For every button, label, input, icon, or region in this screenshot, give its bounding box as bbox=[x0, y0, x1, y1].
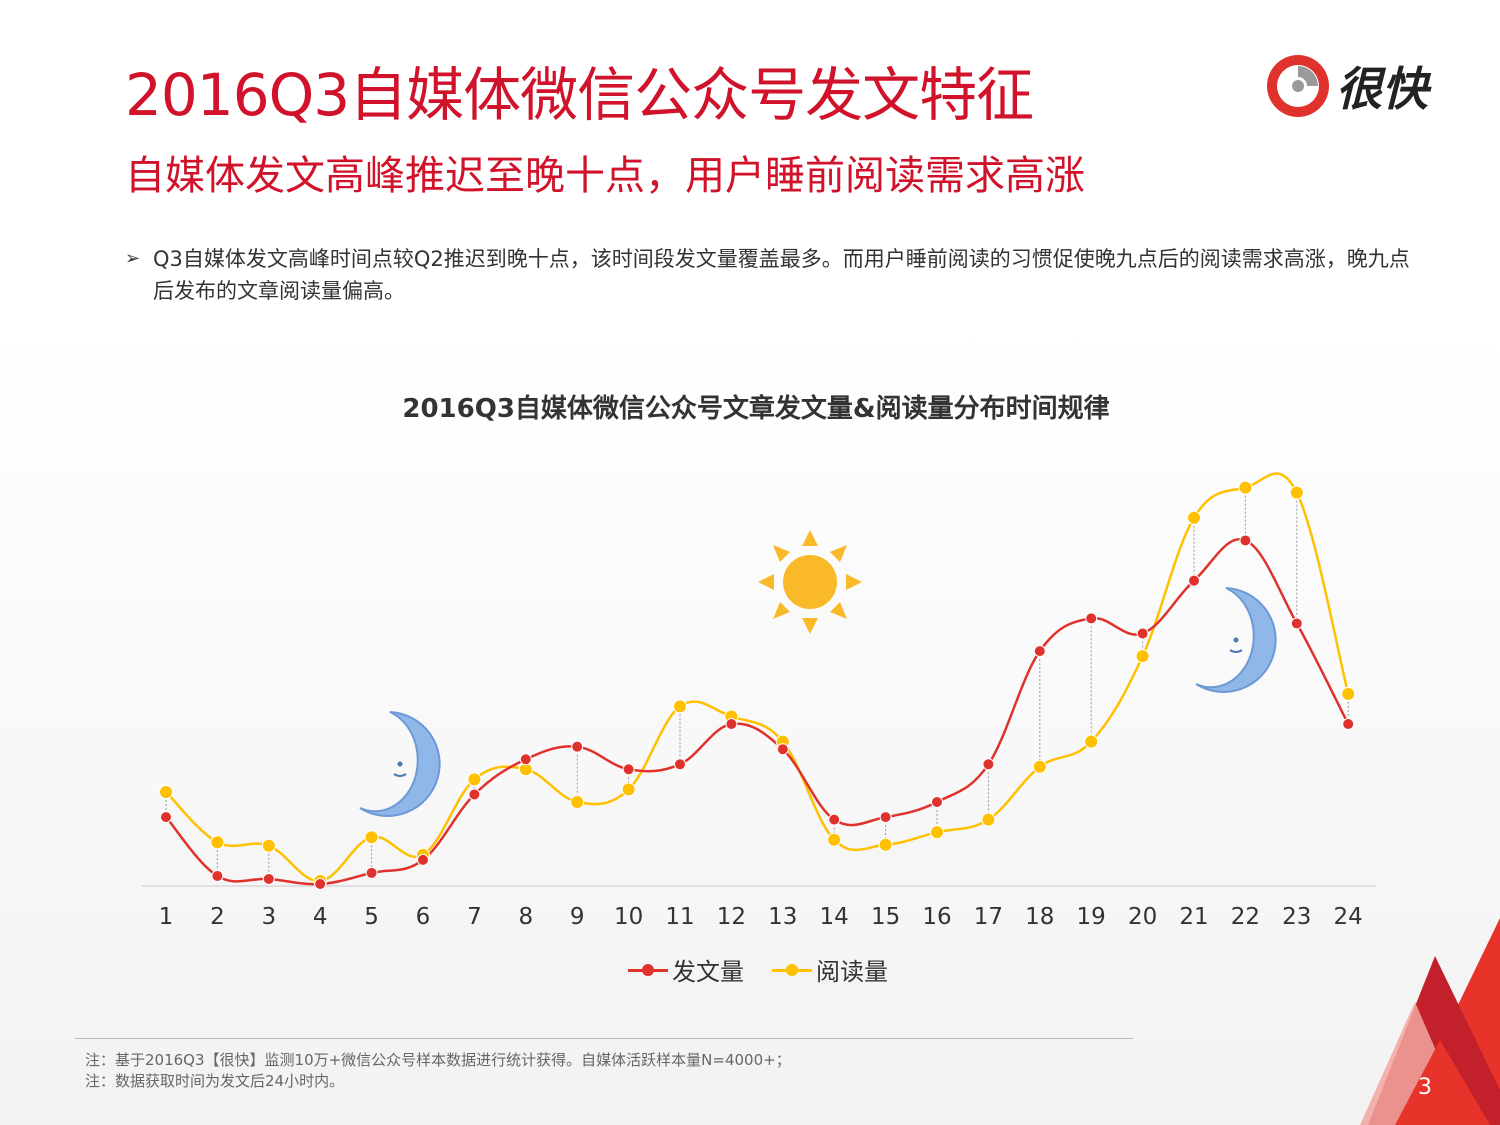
data-point bbox=[468, 788, 481, 801]
x-tick-label: 8 bbox=[518, 904, 533, 930]
data-point bbox=[878, 837, 893, 852]
logo: 很快 bbox=[1262, 48, 1462, 123]
x-tick-label: 18 bbox=[1025, 904, 1054, 930]
data-point bbox=[1136, 627, 1149, 640]
data-point bbox=[827, 832, 842, 847]
legend-label-posts: 发文量 bbox=[672, 958, 744, 986]
data-point bbox=[674, 758, 686, 771]
notes-divider bbox=[75, 1038, 1133, 1039]
x-tick-label: 3 bbox=[261, 904, 276, 930]
data-point bbox=[262, 872, 275, 885]
x-tick-label: 6 bbox=[416, 904, 431, 930]
x-tick-label: 11 bbox=[665, 904, 694, 930]
data-point bbox=[211, 869, 224, 882]
data-point bbox=[931, 796, 943, 809]
x-tick-label: 15 bbox=[871, 904, 900, 930]
data-point bbox=[673, 699, 687, 714]
x-tick-label: 22 bbox=[1231, 904, 1260, 930]
x-tick-label: 14 bbox=[820, 904, 849, 930]
data-point bbox=[1188, 574, 1200, 587]
page-number: 3 bbox=[1418, 1075, 1432, 1100]
data-point bbox=[776, 743, 789, 756]
data-point bbox=[725, 718, 738, 731]
x-tick-label: 24 bbox=[1334, 904, 1363, 930]
data-point bbox=[1290, 617, 1303, 630]
logo-text: 很快 bbox=[1336, 61, 1428, 116]
line-chart: 1 2 3 4 5 6 7 8 9 10 11 12 13 14 15 16 17 18 19 20 21 22 23 24 bbox=[142, 472, 1376, 930]
legend-item-posts: 发文量 bbox=[628, 952, 744, 987]
x-tick-label: 19 bbox=[1077, 904, 1106, 930]
series-line-1 bbox=[165, 472, 1350, 883]
x-tick-label: 7 bbox=[467, 904, 482, 930]
data-point bbox=[621, 782, 636, 797]
data-point bbox=[1033, 645, 1046, 658]
data-point bbox=[364, 830, 379, 845]
page-title: 2016Q3自媒体微信公众号发文特征 bbox=[125, 61, 1034, 129]
data-point bbox=[1085, 612, 1098, 625]
data-point bbox=[981, 812, 996, 827]
data-point bbox=[1187, 510, 1201, 525]
data-point bbox=[622, 763, 635, 776]
data-point bbox=[467, 772, 482, 787]
x-tick-label: 13 bbox=[768, 904, 797, 930]
x-tick-label: 12 bbox=[717, 904, 746, 930]
x-tick-label: 5 bbox=[364, 904, 379, 930]
footnote: 注：数据获取时间为发文后24小时内。 bbox=[85, 1072, 345, 1090]
data-point bbox=[160, 811, 172, 824]
data-point bbox=[417, 853, 429, 866]
data-point bbox=[1135, 649, 1150, 664]
x-tick-label: 4 bbox=[313, 904, 328, 930]
x-tick-label: 23 bbox=[1282, 904, 1311, 930]
data-point bbox=[570, 795, 585, 810]
data-point bbox=[1238, 480, 1253, 495]
data-point bbox=[571, 740, 584, 753]
data-point bbox=[1342, 718, 1355, 731]
legend-label-reads: 阅读量 bbox=[816, 958, 888, 986]
x-tick-label: 10 bbox=[614, 904, 643, 930]
moon-icon bbox=[1195, 587, 1277, 693]
data-point bbox=[314, 877, 327, 890]
corner-decoration bbox=[1360, 918, 1500, 1125]
x-tick-label: 21 bbox=[1179, 904, 1208, 930]
data-point bbox=[261, 838, 276, 853]
page-subtitle: 自媒体发文高峰推迟至晚十点，用户睡前阅读需求高涨 bbox=[125, 153, 1085, 199]
data-point bbox=[1341, 686, 1356, 701]
x-tick-label: 16 bbox=[922, 904, 951, 930]
footnote: 注：基于2016Q3【很快】监测10万+微信公众号样本数据进行统计获得。自媒体活… bbox=[85, 1051, 791, 1069]
moon-icon bbox=[359, 711, 441, 817]
legend-swatch-reads bbox=[772, 960, 812, 980]
chart-legend: 发文量 阅读量 bbox=[0, 952, 1500, 987]
summary-bullet: ➢ Q3自媒体发文高峰时间点较Q2推迟到晚十点，该时间段发文量覆盖最多。而用户睡… bbox=[125, 243, 1415, 307]
data-point bbox=[1239, 534, 1252, 547]
legend-item-reads: 阅读量 bbox=[772, 952, 888, 987]
data-point bbox=[159, 784, 173, 799]
x-tick-label: 20 bbox=[1128, 904, 1157, 930]
summary-text: Q3自媒体发文高峰时间点较Q2推迟到晚十点，该时间段发文量覆盖最多。而用户睡前阅… bbox=[153, 247, 1410, 303]
data-point bbox=[519, 753, 532, 766]
series-line-0 bbox=[165, 537, 1350, 886]
x-tick-label: 2 bbox=[210, 904, 225, 930]
data-point bbox=[879, 811, 892, 824]
data-point bbox=[930, 825, 944, 840]
data-point bbox=[365, 866, 378, 879]
data-point bbox=[210, 835, 225, 850]
x-tick-label: 9 bbox=[570, 904, 585, 930]
data-point bbox=[982, 758, 995, 771]
data-point bbox=[828, 813, 841, 826]
data-point bbox=[1084, 734, 1099, 749]
kuai-logo-icon bbox=[1267, 54, 1329, 117]
data-point bbox=[1289, 485, 1304, 500]
chart-title: 2016Q3自媒体微信公众号文章发文量&阅读量分布时间规律 bbox=[402, 394, 1110, 424]
x-tick-label: 1 bbox=[159, 904, 174, 930]
data-point bbox=[1032, 759, 1047, 774]
footnotes: 注：基于2016Q3【很快】监测10万+微信公众号样本数据进行统计获得。自媒体活… bbox=[85, 1050, 791, 1092]
arrow-bullet-icon: ➢ bbox=[125, 248, 141, 269]
x-tick-label: 17 bbox=[974, 904, 1003, 930]
sun-icon bbox=[758, 530, 862, 634]
legend-swatch-posts bbox=[628, 960, 668, 980]
